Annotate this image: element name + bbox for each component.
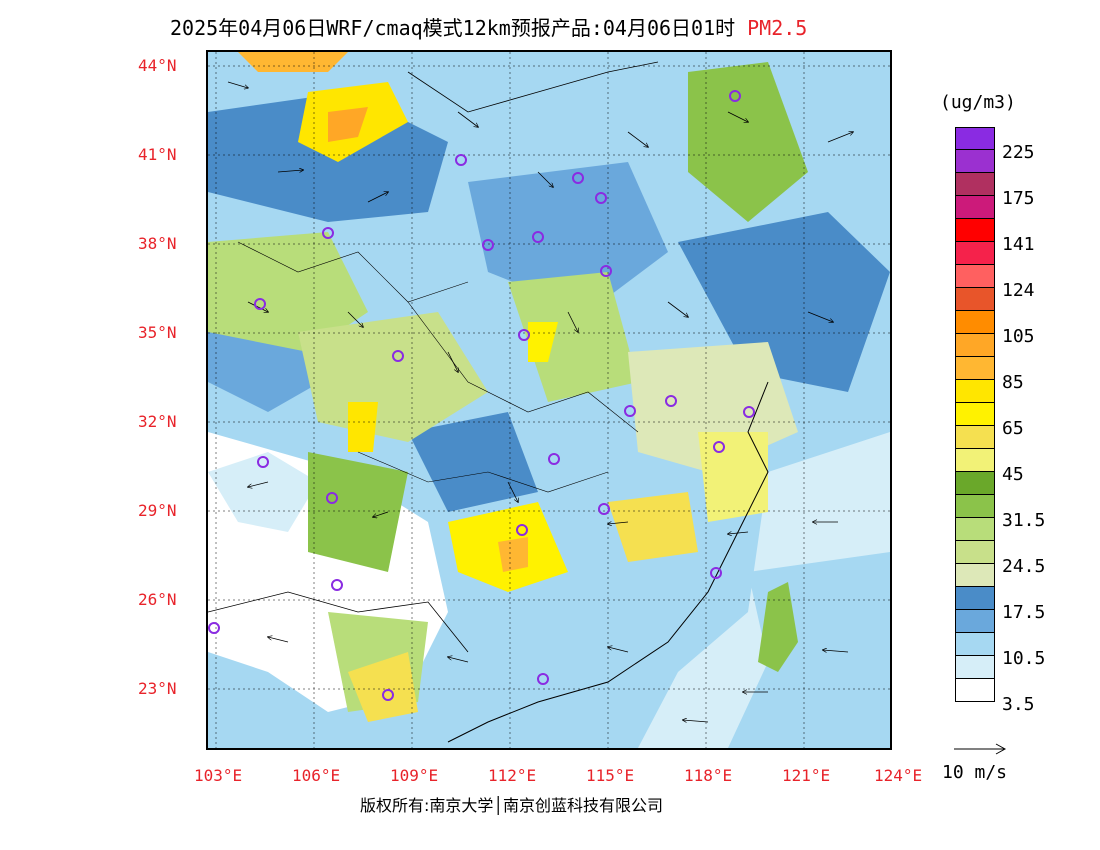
lon-label-106: 106°E — [292, 766, 341, 785]
lat-label-23: 23°N — [138, 679, 177, 698]
colorbar-label: 105 — [1002, 326, 1035, 347]
colorbar-label: 31.5 — [1002, 510, 1046, 531]
colorbar-label: 225 — [1002, 142, 1035, 163]
colorbar-swatch — [955, 242, 995, 265]
colorbar-swatch — [955, 288, 995, 311]
lat-label-32: 32°N — [138, 412, 177, 431]
pollution-map — [206, 50, 892, 750]
wind-vectors — [227, 81, 853, 722]
colorbar-label: 85 — [1002, 372, 1024, 393]
lon-label-103: 103°E — [194, 766, 243, 785]
lon-label-124: 124°E — [874, 766, 923, 785]
colorbar-swatch — [955, 564, 995, 587]
colorbar-unit: (ug/m3) — [940, 92, 1016, 113]
colorbar-swatch — [955, 380, 995, 403]
lon-label-109: 109°E — [390, 766, 439, 785]
colorbar-swatch — [955, 449, 995, 472]
colorbar-swatch — [955, 656, 995, 679]
page-title: 2025年04月06日WRF/cmaq模式12km预报产品:04月06日01时 P… — [170, 12, 807, 41]
colorbar-label: 175 — [1002, 188, 1035, 209]
city-markers — [208, 90, 755, 701]
border-southwest — [208, 591, 469, 653]
colorbar-swatch — [955, 311, 995, 334]
colorbar-label: 45 — [1002, 464, 1024, 485]
lon-label-112: 112°E — [488, 766, 537, 785]
colorbar-swatch — [955, 219, 995, 242]
colorbar-swatch — [955, 679, 995, 702]
colorbar-swatch — [955, 403, 995, 426]
colorbar-swatch — [955, 518, 995, 541]
colorbar — [955, 127, 995, 702]
colorbar-label: 10.5 — [1002, 648, 1046, 669]
colorbar-label: 24.5 — [1002, 556, 1046, 577]
wind-key-label: 10 m/s — [942, 762, 1008, 783]
lat-label-44: 44°N — [138, 56, 177, 75]
copyright-text: 版权所有:南京大学│南京创蓝科技有限公司 — [360, 796, 664, 815]
colorbar-swatch — [955, 495, 995, 518]
wind-key-arrow-icon — [954, 743, 1007, 755]
title-text: 2025年04月06日WRF/cmaq模式12km预报产品:04月06日01时 — [170, 16, 736, 40]
map-canvas — [208, 52, 890, 748]
colorbar-swatch — [955, 127, 995, 150]
colorbar-swatch — [955, 150, 995, 173]
lat-label-41: 41°N — [138, 145, 177, 164]
colorbar-swatch — [955, 472, 995, 495]
taiwan — [758, 582, 798, 672]
colorbar-swatch — [955, 196, 995, 219]
colorbar-swatch — [955, 334, 995, 357]
border-north — [407, 61, 659, 113]
lat-label-26: 26°N — [138, 590, 177, 609]
lon-label-115: 115°E — [586, 766, 635, 785]
colorbar-swatch — [955, 541, 995, 564]
colorbar-swatch — [955, 610, 995, 633]
lat-label-38: 38°N — [138, 234, 177, 253]
lat-label-35: 35°N — [138, 323, 177, 342]
colorbar-label: 17.5 — [1002, 602, 1046, 623]
lon-label-118: 118°E — [684, 766, 733, 785]
colorbar-swatch — [955, 357, 995, 380]
colorbar-swatch — [955, 426, 995, 449]
coastline — [447, 381, 769, 743]
colorbar-swatch — [955, 265, 995, 288]
colorbar-label: 124 — [1002, 280, 1035, 301]
colorbar-label: 65 — [1002, 418, 1024, 439]
pollutant-label: PM2.5 — [747, 16, 808, 40]
colorbar-label: 3.5 — [1002, 694, 1035, 715]
colorbar-swatch — [955, 587, 995, 610]
colorbar-label: 141 — [1002, 234, 1035, 255]
colorbar-swatch — [955, 173, 995, 196]
lat-label-29: 29°N — [138, 501, 177, 520]
colorbar-swatch — [955, 633, 995, 656]
lon-label-121: 121°E — [782, 766, 831, 785]
